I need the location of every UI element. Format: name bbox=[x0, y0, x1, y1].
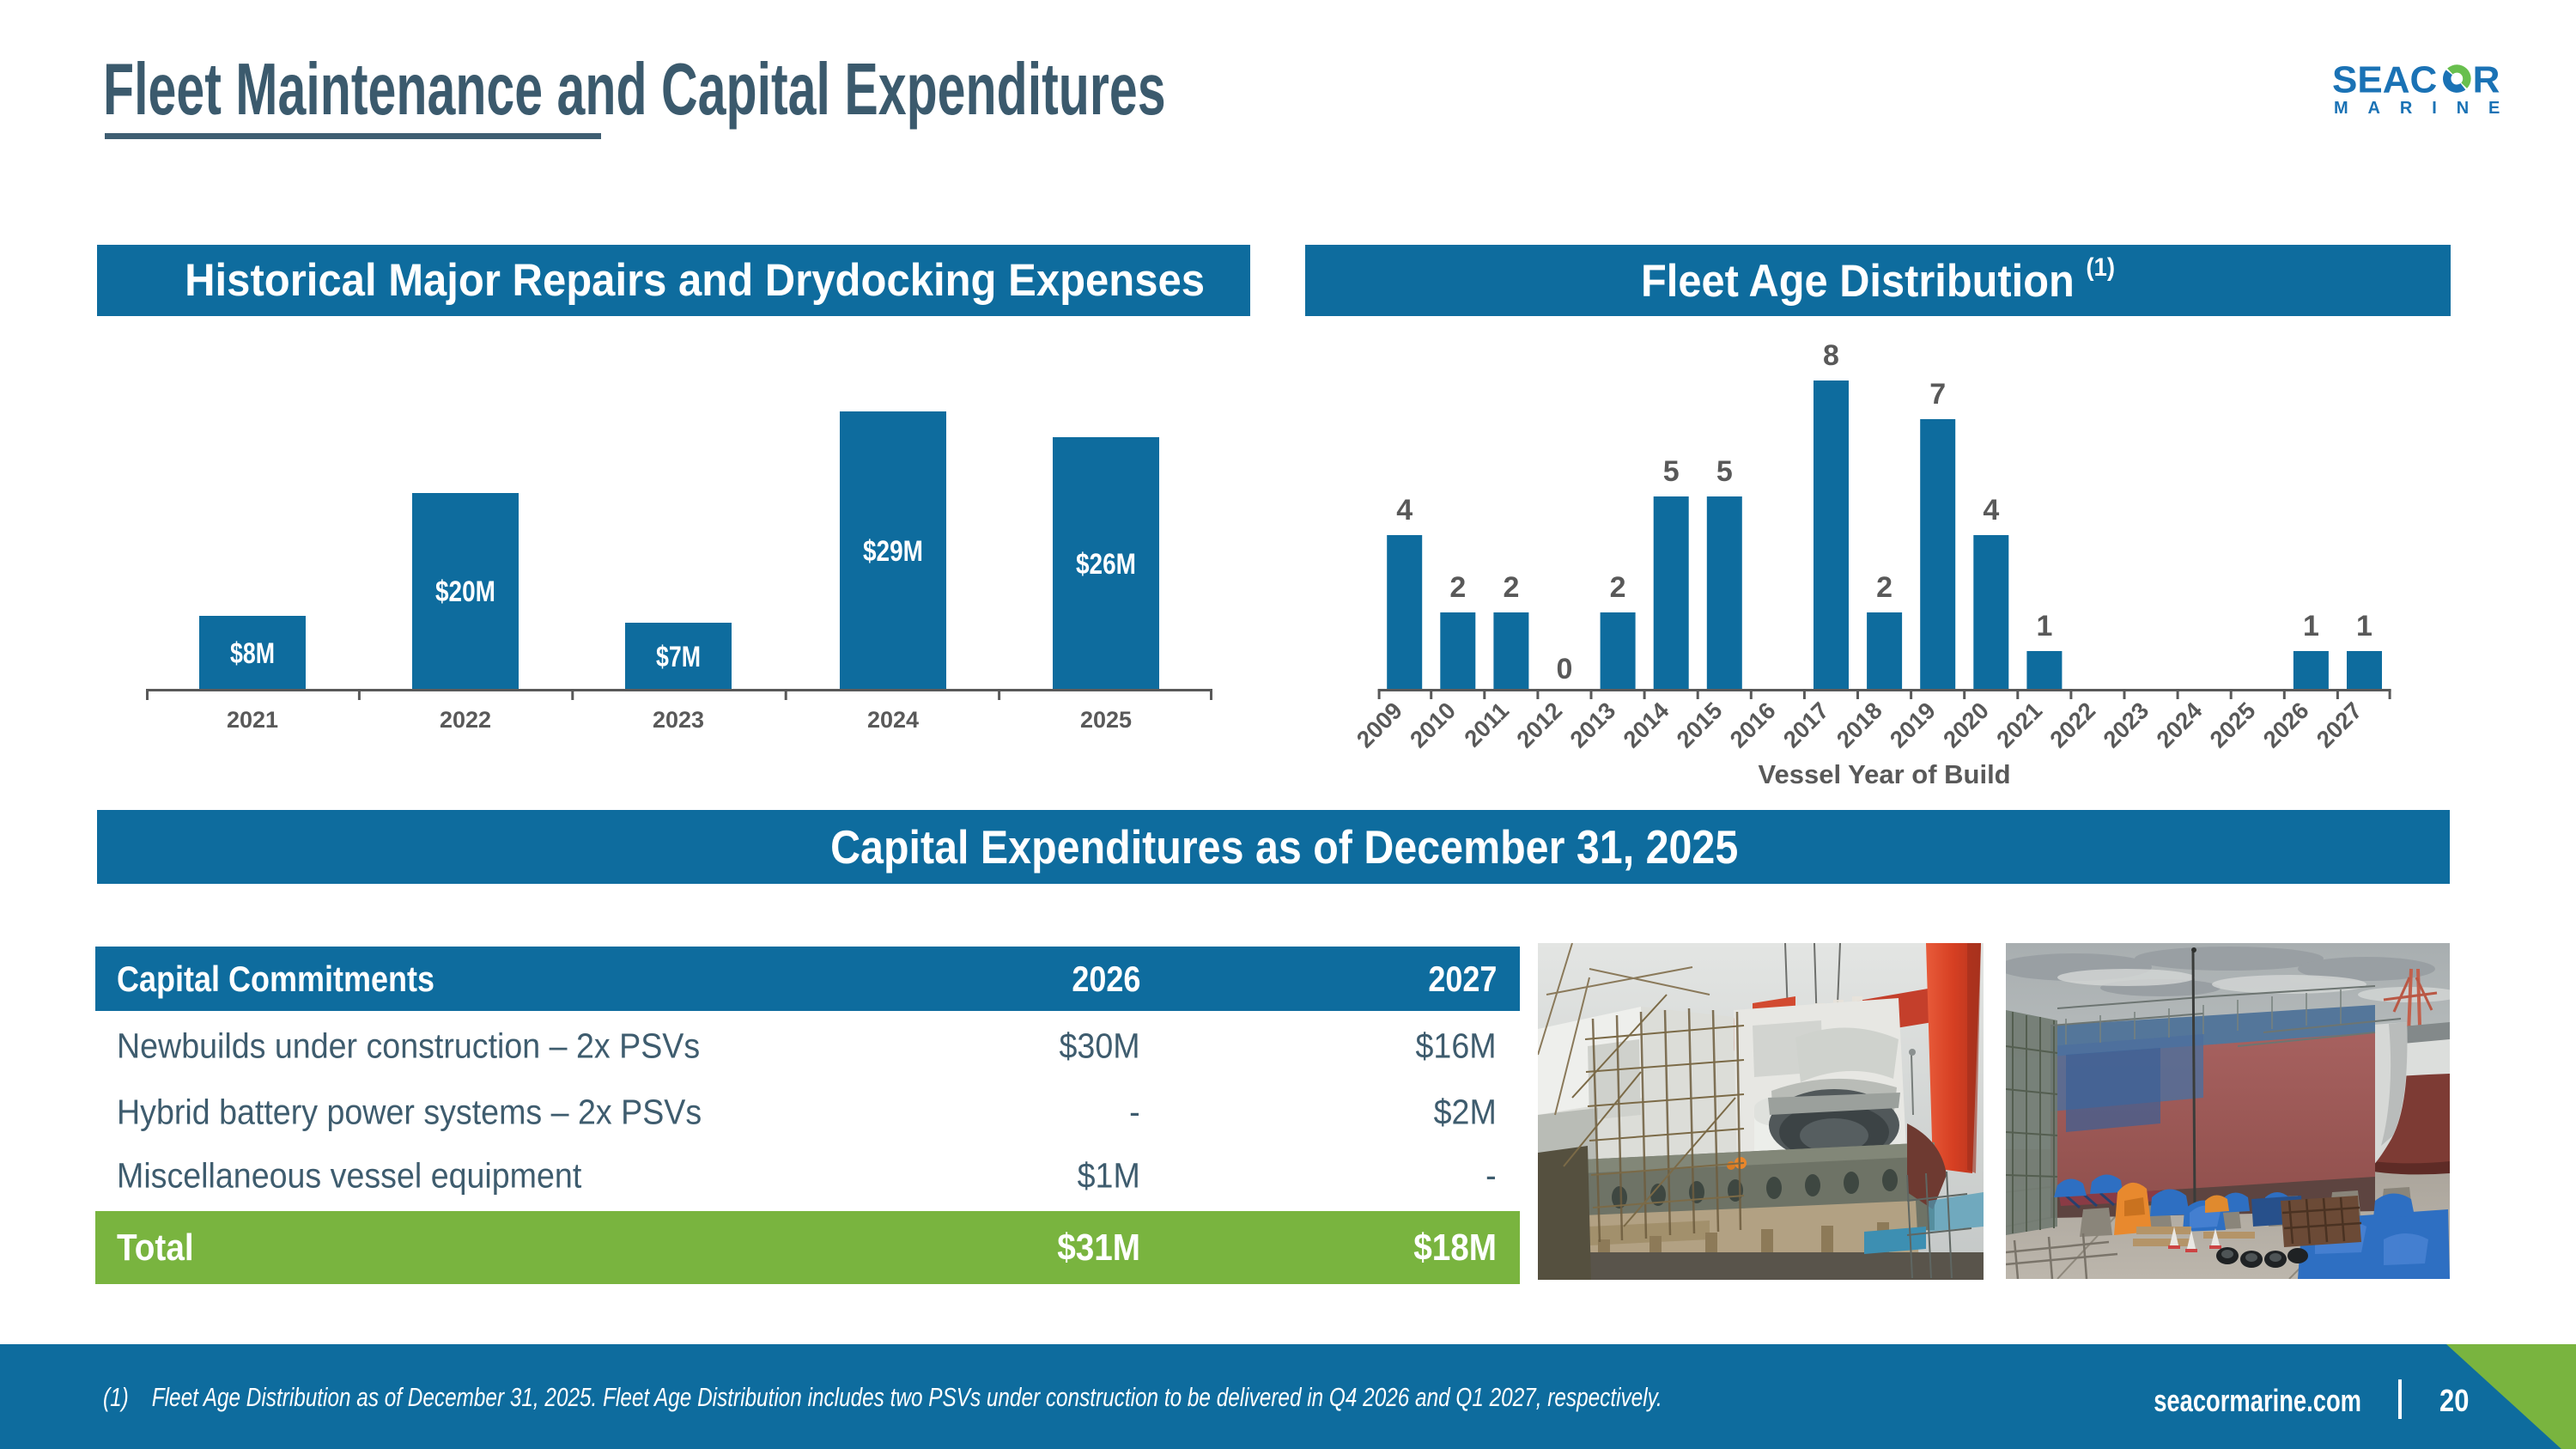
svg-text:2017: 2017 bbox=[1778, 697, 1834, 752]
svg-text:2019: 2019 bbox=[1885, 697, 1941, 752]
svg-text:2020: 2020 bbox=[1938, 697, 1994, 752]
svg-text:$29M: $29M bbox=[863, 535, 923, 568]
svg-text:2009: 2009 bbox=[1352, 697, 1407, 752]
svg-text:2013: 2013 bbox=[1564, 697, 1620, 752]
svg-text:2015: 2015 bbox=[1671, 697, 1727, 752]
svg-text:Vessel Year of Build: Vessel Year of Build bbox=[1759, 759, 2011, 789]
svg-text:2: 2 bbox=[1503, 571, 1519, 604]
svg-text:1: 1 bbox=[2303, 610, 2319, 642]
svg-text:$8M: $8M bbox=[230, 637, 275, 670]
svg-text:2018: 2018 bbox=[1832, 697, 1887, 752]
svg-text:2024: 2024 bbox=[2151, 697, 2208, 753]
svg-text:2021: 2021 bbox=[1991, 697, 2047, 752]
svg-text:MARINE: MARINE bbox=[2334, 99, 2519, 118]
svg-text:2027: 2027 bbox=[2312, 697, 2367, 752]
svg-text:5: 5 bbox=[1663, 455, 1680, 488]
svg-text:$26M: $26M bbox=[1076, 548, 1136, 581]
svg-text:1: 1 bbox=[2036, 610, 2052, 642]
svg-text:2021: 2021 bbox=[227, 707, 278, 733]
svg-text:1: 1 bbox=[2356, 610, 2372, 642]
svg-text:2: 2 bbox=[1610, 571, 1626, 604]
svg-text:7: 7 bbox=[1929, 378, 1946, 411]
svg-text:2: 2 bbox=[1449, 571, 1466, 604]
svg-text:0: 0 bbox=[1557, 653, 1573, 685]
svg-text:$20M: $20M bbox=[435, 575, 495, 608]
svg-text:2023: 2023 bbox=[653, 707, 704, 733]
svg-text:SEAC: SEAC bbox=[2332, 59, 2437, 101]
svg-text:4: 4 bbox=[1396, 494, 1413, 527]
svg-text:2: 2 bbox=[1876, 571, 1893, 604]
svg-text:2024: 2024 bbox=[867, 707, 919, 733]
svg-text:2011: 2011 bbox=[1459, 697, 1514, 752]
svg-text:2016: 2016 bbox=[1724, 697, 1780, 752]
svg-text:R: R bbox=[2473, 59, 2500, 101]
svg-text:2023: 2023 bbox=[2098, 697, 2154, 752]
svg-text:2022: 2022 bbox=[440, 707, 491, 733]
svg-text:$7M: $7M bbox=[656, 641, 701, 673]
svg-text:8: 8 bbox=[1823, 344, 1839, 372]
svg-text:4: 4 bbox=[1983, 494, 1999, 527]
svg-text:2012: 2012 bbox=[1511, 697, 1567, 752]
svg-text:2025: 2025 bbox=[2204, 697, 2260, 752]
svg-text:2025: 2025 bbox=[1080, 707, 1132, 733]
svg-text:2010: 2010 bbox=[1405, 697, 1461, 752]
svg-text:2014: 2014 bbox=[1618, 697, 1674, 753]
svg-text:5: 5 bbox=[1716, 455, 1733, 488]
svg-text:2026: 2026 bbox=[2257, 697, 2313, 752]
svg-text:2022: 2022 bbox=[2044, 697, 2100, 752]
